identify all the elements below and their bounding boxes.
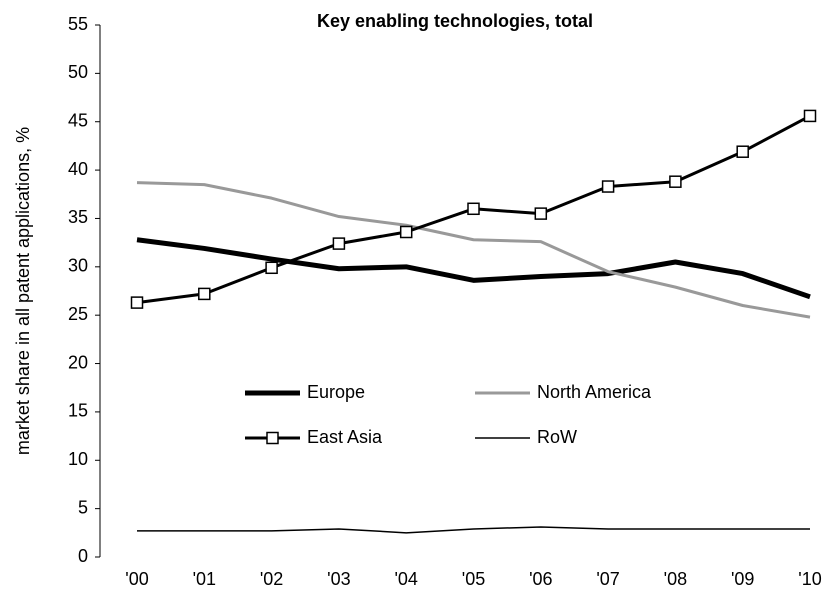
- marker: [803, 109, 817, 123]
- marker: [399, 225, 413, 239]
- marker: [198, 287, 211, 301]
- series-line: [137, 526, 810, 534]
- x-tick-label: '00: [125, 569, 148, 589]
- y-axis-label: market share in all patent applications,…: [13, 127, 33, 455]
- x-tick-label: '01: [193, 569, 216, 589]
- y-tick-label: 0: [78, 546, 88, 566]
- x-tick-label: '04: [394, 569, 417, 589]
- y-tick-label: 5: [78, 497, 88, 517]
- x-tick-label: '06: [529, 569, 552, 589]
- chart-title: Key enabling technologies, total: [317, 11, 593, 31]
- legend-label: North America: [537, 382, 652, 402]
- marker: [669, 175, 682, 188]
- y-tick-label: 10: [68, 449, 88, 469]
- y-tick-label: 35: [68, 207, 88, 227]
- marker: [467, 202, 480, 216]
- x-tick-label: '09: [731, 569, 754, 589]
- x-tick-label: '10: [798, 569, 821, 589]
- y-tick-label: 55: [68, 14, 88, 34]
- y-tick-label: 50: [68, 62, 88, 82]
- y-tick-label: 20: [68, 352, 88, 372]
- y-tick-label: 15: [68, 401, 88, 421]
- x-tick-label: '03: [327, 569, 350, 589]
- marker: [130, 296, 144, 309]
- x-tick-label: '02: [260, 569, 283, 589]
- marker: [736, 145, 749, 158]
- legend-label: Europe: [307, 382, 365, 402]
- y-tick-label: 45: [68, 110, 88, 130]
- marker: [534, 207, 548, 220]
- x-tick-label: '05: [462, 569, 485, 589]
- series-line: [136, 237, 811, 300]
- legend-label: East Asia: [307, 427, 383, 447]
- marker: [601, 180, 615, 193]
- y-tick-label: 25: [68, 304, 88, 324]
- marker: [265, 261, 278, 275]
- legend-marker: [266, 431, 279, 445]
- legend-label: RoW: [537, 427, 577, 447]
- y-tick-label: 40: [68, 159, 88, 179]
- series-line: [136, 181, 811, 319]
- marker: [332, 237, 346, 250]
- y-tick-label: 30: [68, 256, 88, 276]
- x-tick-label: '08: [664, 569, 687, 589]
- x-tick-label: '07: [596, 569, 619, 589]
